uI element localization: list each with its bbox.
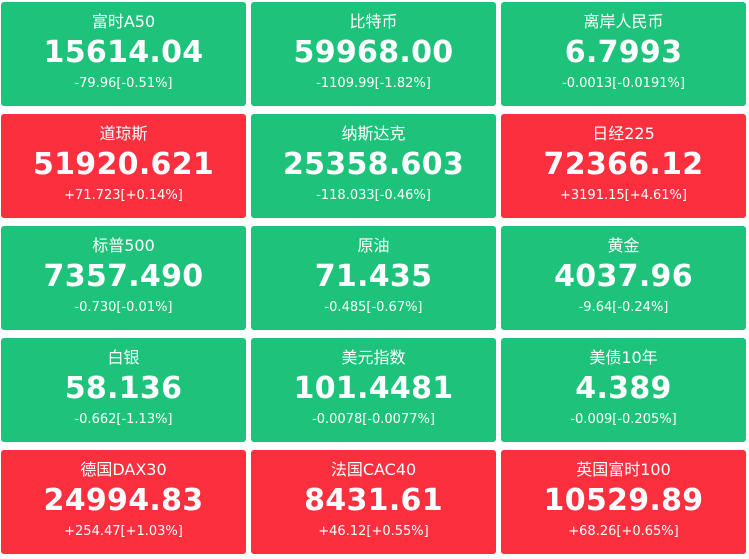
instrument-change: -0.662[-1.13%]: [74, 412, 173, 427]
instrument-price: 6.7993: [564, 35, 683, 70]
instrument-price: 58.136: [64, 371, 183, 406]
instrument-price: 24994.83: [43, 483, 204, 518]
instrument-price: 10529.89: [543, 483, 704, 518]
quote-tile[interactable]: 原油 71.435 -0.485[-0.67%]: [251, 226, 496, 330]
instrument-name: 标普500: [92, 236, 155, 255]
quote-tile[interactable]: 比特币 59968.00 -1109.99[-1.82%]: [251, 2, 496, 106]
instrument-price: 4037.96: [554, 259, 693, 294]
instrument-change: +71.723[+0.14%]: [64, 188, 183, 203]
instrument-price: 25358.603: [282, 147, 465, 182]
quote-tile[interactable]: 美元指数 101.4481 -0.0078[-0.0077%]: [251, 338, 496, 442]
instrument-name: 德国DAX30: [80, 460, 167, 479]
instrument-name: 白银: [107, 348, 140, 367]
instrument-name: 美债10年: [589, 348, 658, 367]
instrument-price: 71.435: [314, 259, 433, 294]
instrument-price: 101.4481: [293, 371, 454, 406]
instrument-price: 7357.490: [43, 259, 204, 294]
instrument-change: +254.47[+1.03%]: [64, 524, 183, 539]
instrument-change: -79.96[-0.51%]: [74, 76, 173, 91]
instrument-name: 英国富时100: [576, 460, 671, 479]
instrument-price: 59968.00: [293, 35, 454, 70]
quote-tile[interactable]: 富时A50 15614.04 -79.96[-0.51%]: [1, 2, 246, 106]
instrument-name: 比特币: [349, 12, 398, 31]
instrument-name: 富时A50: [91, 12, 156, 31]
instrument-name: 原油: [357, 236, 390, 255]
instrument-change: -0.0013[-0.0191%]: [562, 76, 685, 91]
quote-tile[interactable]: 美债10年 4.389 -0.009[-0.205%]: [501, 338, 746, 442]
quote-tile[interactable]: 法国CAC40 8431.61 +46.12[+0.55%]: [251, 450, 496, 554]
instrument-change: -1109.99[-1.82%]: [316, 76, 431, 91]
instrument-name: 道琼斯: [99, 124, 148, 143]
instrument-change: -0.730[-0.01%]: [74, 300, 173, 315]
quote-tile[interactable]: 标普500 7357.490 -0.730[-0.01%]: [1, 226, 246, 330]
instrument-price: 51920.621: [32, 147, 215, 182]
instrument-change: +3191.15[+4.61%]: [560, 188, 687, 203]
instrument-change: +68.26[+0.65%]: [568, 524, 679, 539]
instrument-price: 15614.04: [43, 35, 204, 70]
instrument-change: -0.485[-0.67%]: [324, 300, 423, 315]
quote-tile[interactable]: 白银 58.136 -0.662[-1.13%]: [1, 338, 246, 442]
instrument-price: 8431.61: [304, 483, 443, 518]
instrument-change: -0.009[-0.205%]: [570, 412, 677, 427]
instrument-change: -118.033[-0.46%]: [316, 188, 431, 203]
quote-tile[interactable]: 黄金 4037.96 -9.64[-0.24%]: [501, 226, 746, 330]
instrument-name: 法国CAC40: [330, 460, 417, 479]
instrument-name: 美元指数: [341, 348, 406, 367]
quote-tile[interactable]: 德国DAX30 24994.83 +254.47[+1.03%]: [1, 450, 246, 554]
quote-tile[interactable]: 日经225 72366.12 +3191.15[+4.61%]: [501, 114, 746, 218]
instrument-price: 72366.12: [543, 147, 704, 182]
instrument-name: 日经225: [592, 124, 655, 143]
quote-tile[interactable]: 道琼斯 51920.621 +71.723[+0.14%]: [1, 114, 246, 218]
quote-tile[interactable]: 纳斯达克 25358.603 -118.033[-0.46%]: [251, 114, 496, 218]
instrument-name: 黄金: [607, 236, 640, 255]
instrument-name: 离岸人民币: [583, 12, 664, 31]
instrument-change: -0.0078[-0.0077%]: [312, 412, 435, 427]
instrument-price: 4.389: [575, 371, 672, 406]
quote-tile[interactable]: 英国富时100 10529.89 +68.26[+0.65%]: [501, 450, 746, 554]
instrument-change: -9.64[-0.24%]: [578, 300, 669, 315]
instrument-name: 纳斯达克: [341, 124, 406, 143]
instrument-change: +46.12[+0.55%]: [318, 524, 429, 539]
quote-tile[interactable]: 离岸人民币 6.7993 -0.0013[-0.0191%]: [501, 2, 746, 106]
